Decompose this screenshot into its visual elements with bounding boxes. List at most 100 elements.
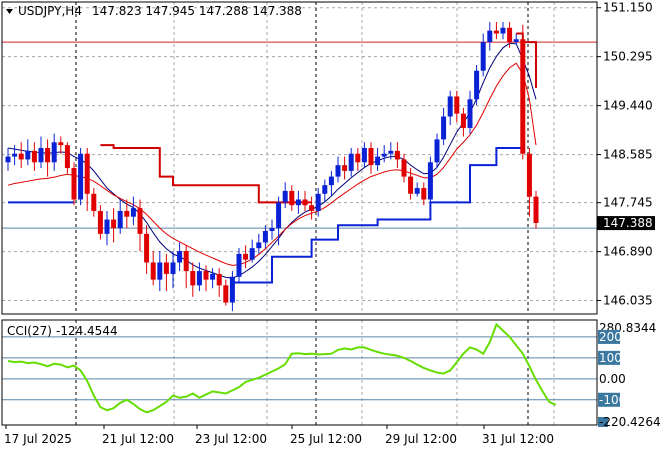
candle-body <box>157 262 163 280</box>
candle-body <box>427 162 433 200</box>
candle-body <box>408 176 414 194</box>
price-tick-label: 150.295 <box>603 50 653 64</box>
frame <box>1 1 598 426</box>
candle-body <box>474 70 480 100</box>
grid <box>2 2 597 425</box>
candle-body <box>487 30 493 43</box>
candle-body <box>71 168 77 200</box>
candle-body <box>361 147 367 163</box>
candle-body <box>236 253 242 277</box>
stop-up-line <box>232 146 523 284</box>
cci-level-tag <box>598 392 620 407</box>
dropdown-triangle-icon[interactable] <box>6 9 13 14</box>
symbol-label: USDJPY,H4 <box>18 4 82 18</box>
candle-body <box>348 153 354 171</box>
candle-body <box>276 202 282 229</box>
candle-body <box>38 147 44 163</box>
candle-body <box>381 153 387 157</box>
candle-body <box>262 230 268 243</box>
candle-body <box>507 27 513 43</box>
candle-body <box>91 193 97 211</box>
candle-body <box>526 153 532 197</box>
candle-body <box>45 147 51 163</box>
candle-body <box>388 150 394 154</box>
candle-body <box>322 185 328 194</box>
candle-body <box>163 262 169 274</box>
candle-body <box>328 176 334 186</box>
candle-body <box>210 273 216 280</box>
candle-body <box>434 139 440 163</box>
candle-body <box>51 142 57 163</box>
axes: 151.150 150.295 149.440 148.585 147.745 146.8… <box>4 1 660 446</box>
candle-body <box>441 116 447 140</box>
candle-body <box>18 153 24 160</box>
candle-body <box>190 271 196 286</box>
candle-body <box>124 210 130 217</box>
cci-min-label: -220.4264 <box>599 415 660 429</box>
candle-body <box>394 150 400 160</box>
candle-body <box>196 271 202 286</box>
candle-body <box>256 242 262 249</box>
cci-min-tag <box>598 417 608 427</box>
candle-body <box>309 205 315 211</box>
candle-body <box>183 251 189 272</box>
last-price-label: 147.388 <box>603 216 653 230</box>
time-tick-label: 17 Jul 2025 <box>4 432 72 446</box>
cci-level-label: 200 <box>599 330 622 344</box>
cci-name-label: CCI(27) <box>7 324 52 338</box>
candle-body <box>421 188 427 200</box>
cci-indicator <box>2 322 597 414</box>
candle-body <box>5 156 11 163</box>
candle-body <box>282 190 288 203</box>
candle-body <box>150 262 156 280</box>
time-tick-label: 21 Jul 12:00 <box>102 432 174 446</box>
candle-body <box>130 208 136 217</box>
price-tick-label: 149.440 <box>603 99 653 113</box>
candle-body <box>12 153 18 157</box>
candle-body <box>58 142 64 146</box>
price-tick-label: 148.585 <box>603 148 653 162</box>
candle-body <box>84 153 90 194</box>
candle-body <box>243 253 249 260</box>
candle-body <box>216 273 222 286</box>
candle-body <box>269 228 275 231</box>
time-tick-label: 31 Jul 12:00 <box>482 432 554 446</box>
fast-ma-line <box>7 42 537 279</box>
candle-body <box>375 156 381 166</box>
candle-body <box>414 188 420 194</box>
candle-body <box>31 150 37 163</box>
last-price-tag <box>597 216 655 231</box>
candle-body <box>170 262 176 274</box>
candle-body <box>25 150 31 160</box>
price-tick-label: 147.745 <box>603 196 653 210</box>
candle-body <box>144 233 150 263</box>
candle-body <box>533 196 539 223</box>
cci-level-label: 0.00 <box>599 372 626 386</box>
cci-level-tag <box>598 329 620 344</box>
price-tick-label: 146.035 <box>603 294 653 308</box>
candle-body <box>447 96 453 117</box>
candle-body <box>289 190 295 206</box>
candle-body <box>249 248 255 260</box>
time-tick-label: 23 Jul 12:00 <box>195 432 267 446</box>
time-tick-label: 29 Jul 12:00 <box>385 432 457 446</box>
candle-body <box>401 159 407 177</box>
candle-body <box>137 208 143 234</box>
price-overlays <box>2 32 597 284</box>
ohlc-readout: 147.823 147.945 147.288 147.388 <box>92 4 302 18</box>
cci-level-label: -100 <box>599 393 626 407</box>
candle-body <box>117 210 123 229</box>
candle-body <box>295 199 301 206</box>
cci-level-tag <box>598 350 620 365</box>
candle-body <box>460 113 466 128</box>
cci-pane-border <box>1 319 598 426</box>
candle-body <box>104 219 110 234</box>
candle-body <box>111 219 117 229</box>
stop-down-line <box>100 144 312 204</box>
price-tick-label: 146.890 <box>603 245 653 259</box>
candle-body <box>203 271 209 280</box>
candle-body <box>177 251 183 263</box>
slow-ma-line <box>7 62 537 266</box>
